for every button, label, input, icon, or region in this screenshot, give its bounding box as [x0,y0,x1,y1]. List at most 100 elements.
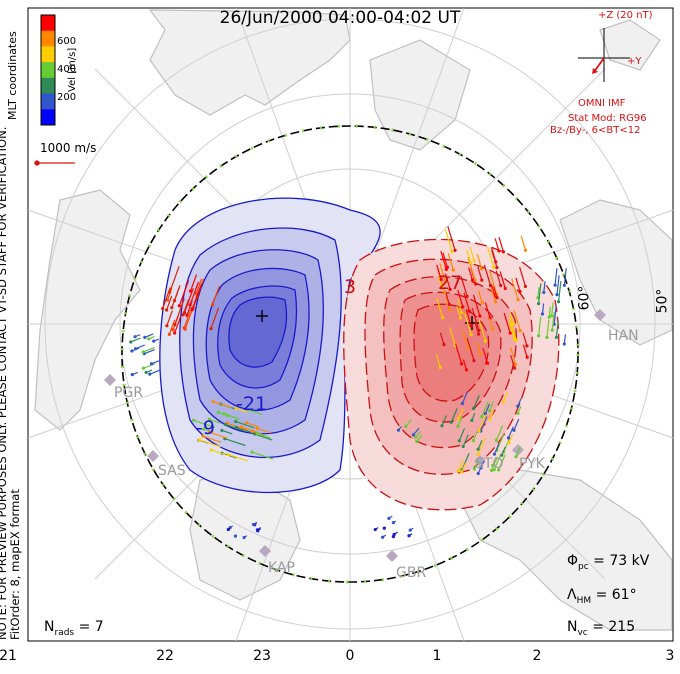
velocity-vector-origin [540,312,545,316]
velocity-vector [235,420,255,429]
velocity-vector [436,297,444,318]
velocity-vector-origin [210,303,215,307]
radar-site-markers [104,309,606,562]
map-title: 26/Jun/2000 04:00-04:02 UT [219,8,461,28]
velocity-vector [543,281,546,293]
velocity-vector-origin [165,324,169,328]
velocity-vector [130,337,141,343]
velocity-vector [553,305,557,325]
velocity-vector [168,319,176,335]
coastlines [34,9,673,631]
nvc-symbol: N [567,619,578,635]
velocity-vector-origin [391,520,395,525]
stat-n-vc: Nvc = 215 [567,619,635,638]
velocity-vector [457,289,464,308]
velocity-vector-origin [149,362,154,366]
velocity-vector-origin [242,535,246,540]
velocity-vector [509,321,516,340]
velocity-vector-origin [453,248,457,252]
velocity-vector [484,302,491,319]
velocity-vector-origin [373,527,377,532]
velocity-vector-origin [562,283,566,287]
velocity-vector [509,347,517,365]
velocity-vector [447,226,456,251]
velocity-vector [496,434,505,451]
velocity-vector-origin [503,286,507,290]
velocity-vector [556,275,560,295]
vector-scale-label: 1000 m/s [40,141,97,155]
velocity-vector [493,443,500,455]
velocity-vector-origin [508,331,512,335]
velocity-vector [435,353,441,368]
velocity-vector-origin [239,425,243,429]
velocity-vector-origin [144,370,148,374]
velocity-vector-origin [201,434,205,438]
velocity-vector-origin [465,294,469,298]
velocity-vector-origin [130,349,134,353]
velocity-vector [522,332,528,347]
velocity-vector [482,348,489,364]
velocity-vector [519,266,527,287]
velocity-vector [509,312,514,324]
velocity-vector-origin [489,468,494,473]
velocity-vector [490,457,498,471]
velocity-vector-origin [472,259,476,263]
velocity-vector-origin [488,417,492,421]
velocity-vector-origin [562,342,566,346]
vector-scale [34,160,75,166]
velocity-vector [469,247,475,262]
velocity-vector [484,403,491,414]
x-tick-1: 1 [432,648,442,664]
velocity-vector [460,276,468,297]
velocity-vector-origin [466,346,470,350]
velocity-vector-origin [244,421,248,425]
velocity-vector-origin [478,314,482,318]
velocity-vector-origin [457,439,461,443]
velocity-vector [548,306,551,318]
velocity-vector-origin [133,335,137,339]
velocity-vector [557,281,562,302]
stat-phi-pc: Φpc = 73 kV [567,553,649,572]
velocity-vector-origin [450,249,454,254]
imf-bin: Bz-/By-, 6<BT<12 [550,125,641,136]
velocity-vector-origin [511,322,515,326]
velocity-vector-origin [194,291,198,296]
velocity-vector-origin [514,362,518,367]
velocity-vector-origin [220,428,224,433]
velocity-vector [477,440,483,450]
velocity-vector [456,306,461,319]
velocity-vector [481,400,489,417]
contour-label-minus-9: -9 [196,417,215,439]
velocity-vector [495,270,502,286]
velocity-vector-origin [492,265,496,269]
velocity-vector-origin [472,359,476,363]
velocity-vector [466,337,475,361]
site-label-sto: STO [475,456,504,472]
velocity-vector [143,363,156,369]
imf-z-label: +Z (20 nT) [598,10,653,21]
x-tick-2: 2 [532,648,542,664]
imf-omni-label: OMNI IMF [578,98,626,109]
colorbar-segment [41,109,55,126]
imf-y-label: +Y [627,56,642,67]
nrads-sub: rads [54,627,75,638]
velocity-vector [465,309,472,326]
velocity-vector [445,293,450,305]
x-tick-21: 21 [0,648,17,664]
velocity-vector-origin [476,332,481,336]
velocity-vector [457,299,463,313]
colorbar-segment [41,15,55,32]
velocity-vector [257,432,271,439]
velocity-vector-origin [438,365,442,370]
lambda-sub: HM [576,595,592,606]
velocity-vector-origin [202,427,206,431]
velocity-vector [449,327,456,346]
velocity-vector-origin [501,250,506,254]
velocity-vector [209,418,221,424]
velocity-vector [135,344,146,350]
velocity-vector [480,416,488,432]
velocity-vector-origin [448,287,452,291]
velocity-vector-origin [478,352,483,356]
velocity-vector [235,407,248,413]
velocity-vector-origin [491,327,495,331]
